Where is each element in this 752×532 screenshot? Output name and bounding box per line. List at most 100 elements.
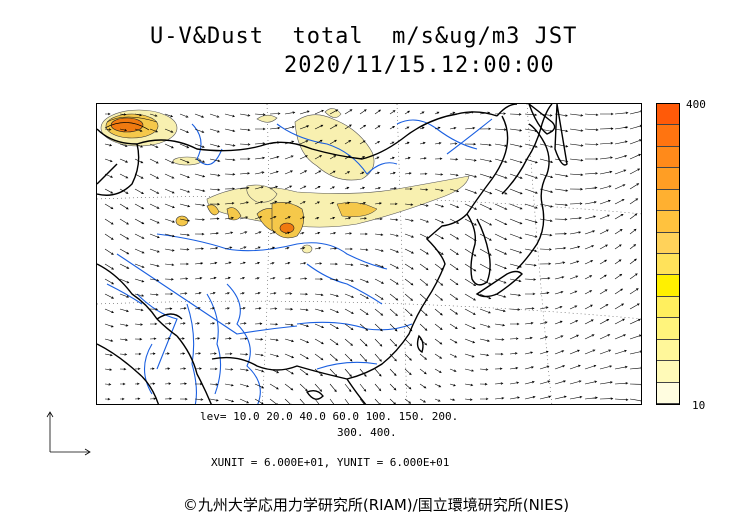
wind-arrow [419, 338, 428, 346]
wind-arrow [374, 278, 384, 284]
colorbar-segment [657, 254, 679, 276]
wind-arrow [419, 323, 428, 331]
wind-arrow [569, 245, 581, 250]
wind-arrow [314, 398, 320, 404]
wind-arrow [509, 218, 523, 225]
wind-arrow [539, 277, 551, 280]
wind-arrow [120, 382, 126, 386]
wind-arrow [554, 306, 563, 310]
wind-arrow [284, 216, 291, 220]
wind-arrow [599, 127, 614, 130]
wind-arrow [389, 171, 396, 175]
wind-arrow [104, 278, 115, 285]
wind-arrow [329, 398, 335, 404]
wind-arrow [164, 233, 175, 238]
wind-arrow [254, 383, 265, 389]
wind-arrow [284, 231, 290, 235]
colorbar-min-label: 10 [692, 399, 706, 412]
wind-arrow [389, 293, 399, 301]
wind-arrow [329, 109, 339, 115]
wind-arrow [569, 128, 584, 132]
wind-arrow [569, 395, 583, 400]
wind-arrow [329, 124, 338, 130]
wind-arrow [554, 320, 563, 325]
wind-arrow [194, 128, 205, 133]
wind-arrow [134, 382, 140, 386]
wind-arrow [584, 334, 595, 340]
wind-arrow [419, 353, 428, 360]
wind-arrow [314, 231, 321, 235]
unit-scale: XUNIT = 6.000E+01, YUNIT = 6.000E+01 [211, 456, 450, 469]
wind-arrow [119, 308, 129, 313]
wind-arrow [569, 216, 582, 220]
wind-arrow [344, 186, 350, 190]
wind-arrow [359, 278, 369, 283]
wind-arrow [599, 141, 614, 145]
wind-arrow [359, 201, 367, 205]
wind-arrow [614, 334, 627, 340]
wind-arrow [509, 113, 522, 116]
wind-arrow [510, 322, 520, 326]
wind-arrow [629, 213, 638, 220]
wind-arrow [179, 322, 186, 325]
wind-arrow [239, 113, 251, 117]
wind-arrow [239, 322, 247, 325]
wind-arrow [509, 248, 523, 254]
wind-arrow [314, 139, 323, 145]
wind-arrow [149, 382, 156, 385]
wind-arrow [329, 353, 338, 362]
wind-arrow [554, 232, 567, 235]
wind-arrow [404, 203, 414, 206]
wind-arrow [344, 368, 352, 377]
wind-arrow [284, 200, 292, 205]
wind-arrow [374, 171, 380, 175]
wind-arrow [479, 338, 490, 342]
wind-arrow [284, 111, 296, 115]
wind-arrow [569, 143, 584, 147]
wind-arrow [119, 128, 128, 132]
wind-arrow [239, 246, 247, 250]
wind-arrow [299, 308, 309, 312]
wind-arrow [344, 171, 351, 175]
wind-arrow [134, 367, 141, 371]
wind-arrow [524, 395, 536, 400]
wind-arrow [179, 292, 188, 295]
wind-arrow [194, 276, 203, 280]
wind-arrow [374, 308, 384, 316]
wind-arrow [134, 113, 143, 117]
wind-arrow [194, 367, 202, 370]
wind-arrow [119, 233, 130, 240]
wind-arrow [584, 201, 597, 205]
wind-arrow [584, 215, 597, 220]
wind-arrow [599, 199, 611, 205]
wind-arrow [164, 352, 170, 355]
wind-arrow [584, 128, 599, 132]
wind-arrow [149, 173, 160, 179]
wind-arrow [164, 218, 176, 223]
wind-arrow [494, 293, 507, 298]
wind-arrow [194, 173, 206, 178]
wind-arrow [434, 368, 442, 373]
wind-arrow [359, 323, 369, 331]
wind-arrow [284, 261, 291, 265]
reference-vector-icon [46, 411, 91, 456]
wind-arrow [269, 277, 276, 280]
wind-arrow [299, 383, 308, 392]
wind-arrow [344, 263, 354, 267]
wind-arrow [209, 128, 220, 133]
colorbar-segment [657, 275, 679, 297]
wind-arrow [494, 397, 505, 400]
wind-arrow [239, 216, 249, 220]
wind-arrow [434, 263, 444, 271]
wind-arrow [434, 293, 444, 301]
wind-arrow [599, 318, 610, 325]
wind-arrow [494, 203, 508, 210]
wind-arrow [389, 383, 397, 391]
wind-arrow [329, 308, 339, 313]
wind-arrow [629, 398, 641, 403]
wind-arrow [449, 323, 458, 329]
wind-arrow [389, 308, 398, 317]
wind-arrow [539, 143, 554, 148]
wind-arrow [479, 233, 492, 241]
wind-arrow [314, 277, 324, 281]
